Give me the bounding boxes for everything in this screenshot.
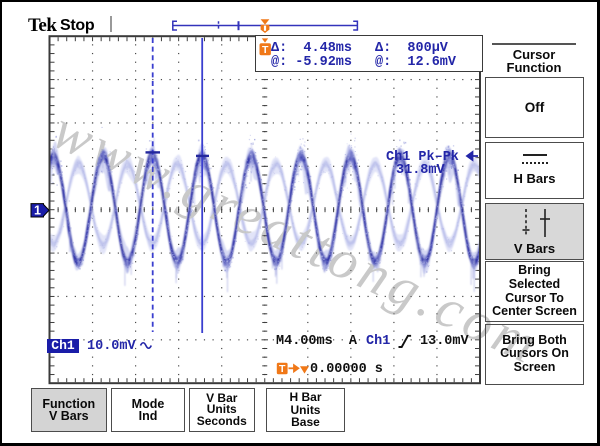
svg-text:1: 1 [34, 204, 41, 218]
svg-text:T: T [262, 44, 269, 56]
svg-text:T: T [279, 363, 286, 375]
